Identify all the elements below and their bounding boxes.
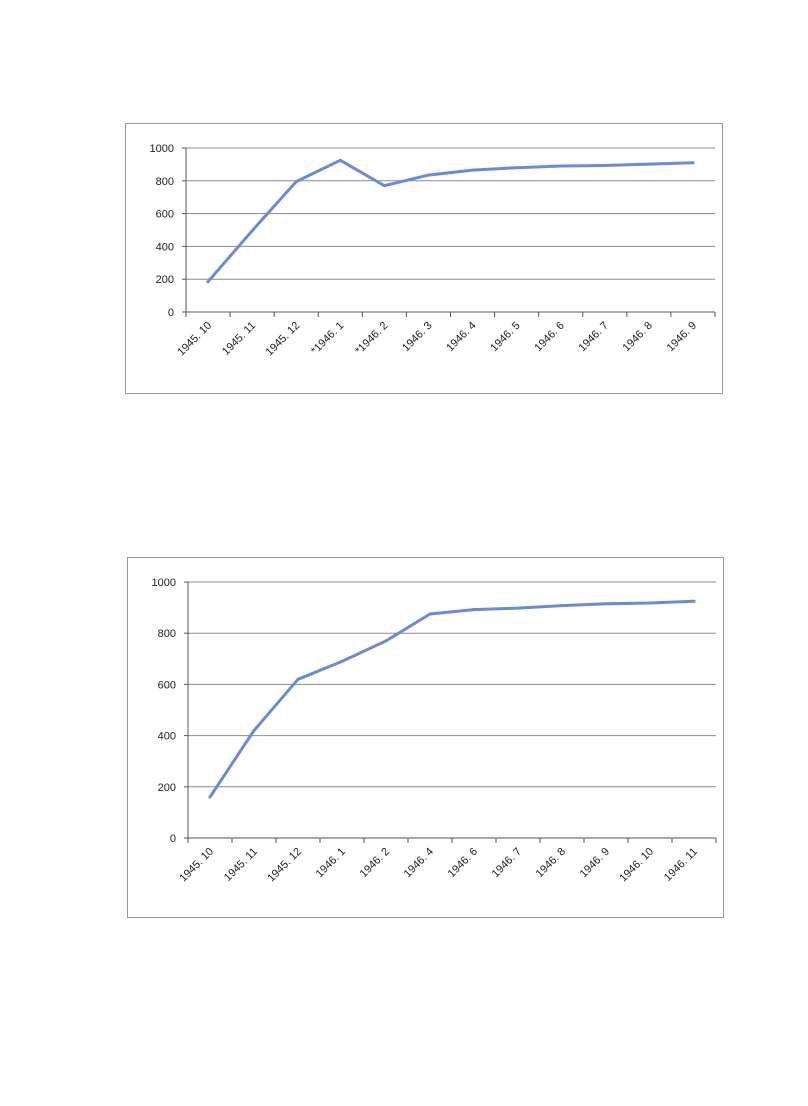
- y-tick-label: 400: [156, 241, 174, 253]
- data-point: [382, 184, 386, 188]
- x-tick-label: 1946. 8: [621, 320, 655, 354]
- x-tick-label: 1945. 12: [265, 846, 304, 885]
- y-tick-label: 800: [158, 628, 176, 640]
- chart-2: 0 200 400 600 800 1000 1945. 10 1945. 11 1945. 1…: [127, 557, 724, 918]
- data-point: [338, 158, 342, 162]
- y-tick-label: 600: [158, 679, 176, 691]
- data-point: [426, 173, 430, 177]
- x-tick-label: 1946. 6: [532, 320, 566, 354]
- data-point: [340, 659, 344, 663]
- data-point: [471, 168, 475, 172]
- data-point: [560, 604, 564, 608]
- x-tick-label: 1946. 7: [490, 846, 524, 880]
- data-point: [516, 606, 520, 610]
- data-point: [250, 229, 254, 233]
- x-tick-label: 1945. 12: [264, 320, 303, 359]
- y-tick-label: 200: [156, 274, 174, 286]
- x-tick-label: 1946. 6: [446, 846, 480, 880]
- x-tick-label: *1946. 2: [353, 320, 390, 357]
- data-point: [691, 161, 695, 165]
- data-point: [206, 280, 210, 284]
- x-tick-label: 1946. 10: [617, 846, 656, 885]
- data-point: [428, 612, 432, 616]
- data-point: [559, 164, 563, 168]
- y-tick-label: 400: [158, 731, 176, 743]
- x-tick-label: 1946. 4: [402, 846, 436, 880]
- y-tick-label: 600: [156, 209, 174, 221]
- y-tick-label: 0: [170, 833, 176, 845]
- y-tick-label: 0: [168, 307, 174, 319]
- data-point: [692, 599, 696, 603]
- x-tick-label: 1946. 8: [534, 846, 568, 880]
- data-point: [252, 728, 256, 732]
- data-point: [647, 162, 651, 166]
- x-tick-label: 1946. 1: [314, 846, 348, 880]
- y-tick-label: 1000: [152, 577, 176, 589]
- data-point: [208, 795, 212, 799]
- x-tick-label: 1946. 9: [578, 846, 612, 880]
- data-point: [515, 166, 519, 170]
- data-point: [472, 608, 476, 612]
- x-tick-label: *1946. 1: [309, 320, 346, 357]
- x-tick-label: 1946. 2: [358, 846, 392, 880]
- chart-1-svg: 0 200 400 600 800 1000 1945. 10 1945. 11 1945. 1…: [150, 143, 716, 359]
- x-tick-label: 1946. 7: [576, 320, 610, 354]
- data-point: [604, 602, 608, 606]
- y-tick-label: 1000: [150, 143, 174, 155]
- x-tick-label: 1946. 3: [400, 320, 434, 354]
- data-point: [384, 639, 388, 643]
- x-tick-label: 1945. 10: [175, 320, 214, 359]
- x-tick-label: 1946. 5: [488, 320, 522, 354]
- x-tick-label: 1946. 11: [662, 846, 700, 884]
- series-line: [208, 599, 696, 799]
- chart-2-svg: 0 200 400 600 800 1000 1945. 10 1945. 11 1945. 1…: [152, 577, 717, 885]
- data-point: [603, 164, 607, 168]
- series-line: [206, 158, 695, 284]
- x-tick-label: 1945. 11: [220, 320, 258, 358]
- x-tick-label: 1946. 4: [444, 320, 478, 354]
- y-tick-label: 800: [156, 176, 174, 188]
- chart-1: 0 200 400 600 800 1000 1945. 10 1945. 11 1945. 1…: [125, 123, 723, 394]
- x-tick-label: 1946. 9: [665, 320, 699, 354]
- x-tick-label: 1945. 10: [177, 846, 216, 885]
- x-tick-label: 1945. 11: [222, 846, 260, 884]
- data-point: [648, 601, 652, 605]
- y-tick-label: 200: [158, 782, 176, 794]
- data-point: [296, 677, 300, 681]
- data-point: [294, 180, 298, 184]
